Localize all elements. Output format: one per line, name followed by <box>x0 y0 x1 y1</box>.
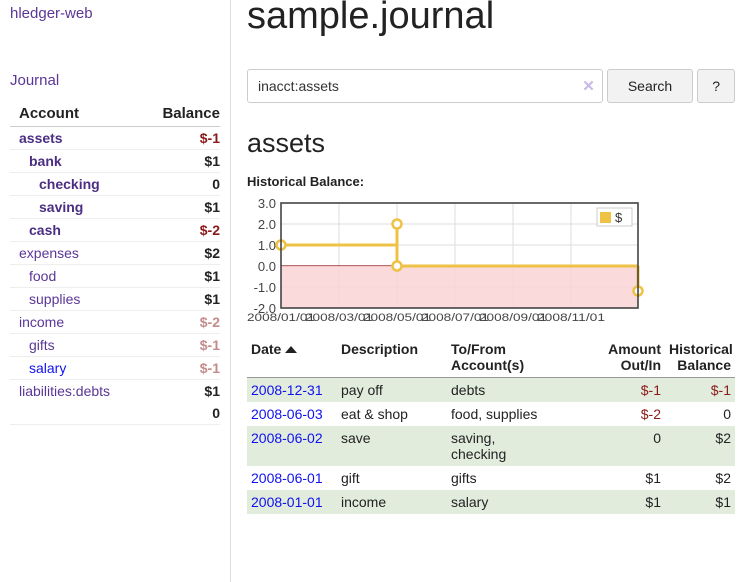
svg-text:2.0: 2.0 <box>258 217 276 232</box>
svg-text:-1.0: -1.0 <box>254 280 276 295</box>
svg-text:1.0: 1.0 <box>258 238 276 253</box>
svg-text:3.0: 3.0 <box>258 197 276 211</box>
svg-text:0.0: 0.0 <box>258 259 276 274</box>
svg-text:2008/11/01: 2008/11/01 <box>537 312 605 324</box>
svg-text:$: $ <box>615 210 623 225</box>
